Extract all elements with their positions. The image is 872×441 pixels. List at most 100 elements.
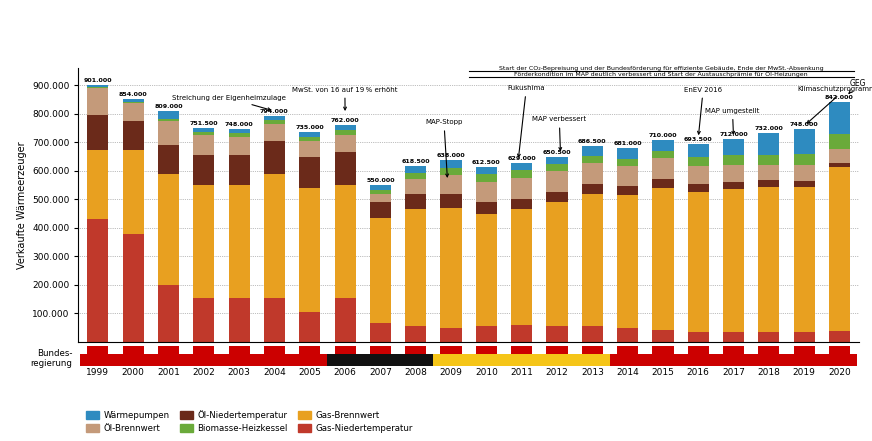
Bar [370,190,391,194]
Legend: Wärmepumpen, Öl-Brennwert, Öl-Niedertemperatur, Biomasse-Heizkessel, Gas-Brennwe: Wärmepumpen, Öl-Brennwert, Öl-Niedertemp… [83,407,416,437]
Bar [759,346,780,354]
Bar [582,156,603,163]
Bar [299,346,320,354]
Text: 2004: 2004 [263,368,286,377]
Text: 2019: 2019 [793,368,815,377]
Text: 712.000: 712.000 [719,132,748,137]
Text: 693.500: 693.500 [684,137,712,142]
Text: 2008: 2008 [405,368,427,377]
Bar [688,332,709,342]
Bar [335,135,356,153]
Bar [299,312,320,342]
Bar [440,328,461,342]
Bar [228,155,249,185]
Text: 618.500: 618.500 [401,159,430,164]
Text: 2009: 2009 [439,368,462,377]
Bar [617,186,638,195]
Text: 2010: 2010 [475,368,498,377]
Text: 2002: 2002 [193,368,215,377]
Bar [829,135,850,149]
Text: MAP umgestellt: MAP umgestellt [705,108,760,134]
Bar [158,112,179,119]
Bar [405,166,426,173]
Text: 2011: 2011 [510,368,533,377]
Bar [335,185,356,298]
Bar [440,160,461,168]
Text: 2005: 2005 [298,368,321,377]
Bar [370,185,391,190]
Bar [440,194,461,208]
Bar [440,208,461,328]
Bar [194,298,215,342]
Bar [87,346,108,354]
Bar [511,198,532,209]
Text: 2017: 2017 [722,368,745,377]
Text: 748.000: 748.000 [790,122,819,127]
Bar [440,346,461,354]
Text: Start der CO₂-Bepreisung und der Bundesförderung für effiziente Gebäude, Ende de: Start der CO₂-Bepreisung und der Bundesf… [499,66,823,71]
Bar [617,159,638,166]
Text: 2001: 2001 [157,368,180,377]
Bar [582,184,603,194]
Text: 2018: 2018 [758,368,780,377]
Bar [582,346,603,354]
Bar [194,135,215,155]
Bar [158,174,179,285]
Text: Streichung der Eigenheimzulage: Streichung der Eigenheimzulage [172,95,286,111]
Bar [652,330,673,342]
Bar [759,155,780,164]
Text: 612.500: 612.500 [472,161,501,165]
Bar [582,163,603,184]
Bar [299,132,320,137]
Bar [723,155,744,165]
Bar [688,144,709,157]
Bar [335,298,356,342]
Bar [194,155,215,185]
Bar [87,87,108,88]
Text: EnEV 2016: EnEV 2016 [685,86,722,134]
Text: 2006: 2006 [334,368,357,377]
Text: 2003: 2003 [228,368,250,377]
Bar [158,145,179,174]
Bar [794,181,814,187]
Bar [547,192,568,202]
Bar [87,85,108,87]
Bar [440,168,461,175]
Bar [829,167,850,331]
Bar [476,213,497,326]
Bar [123,102,144,103]
Bar [794,165,814,181]
Bar [547,157,568,164]
Bar [405,194,426,209]
Bar [335,130,356,135]
Bar [652,151,673,158]
Text: 842.000: 842.000 [825,95,854,100]
Bar [652,346,673,354]
Text: 751.500: 751.500 [189,121,218,126]
Bar [794,129,814,154]
Bar [476,202,497,213]
Bar [723,346,744,354]
Bar [723,189,744,332]
Bar [433,354,610,366]
Bar [723,165,744,182]
Text: 901.000: 901.000 [84,78,112,83]
Bar [759,133,780,155]
Bar [335,125,356,130]
Bar [547,346,568,354]
Bar [123,346,144,354]
Text: 650.500: 650.500 [542,149,571,154]
Bar [123,121,144,149]
Bar [335,153,356,185]
Bar [123,234,144,342]
Bar [511,170,532,178]
Bar [264,124,285,141]
Text: 2013: 2013 [581,368,603,377]
Bar [476,326,497,342]
Bar [194,346,215,354]
Text: 638.000: 638.000 [437,153,466,158]
Bar [370,323,391,342]
Bar [228,185,249,298]
Bar [652,158,673,179]
Bar [652,179,673,188]
